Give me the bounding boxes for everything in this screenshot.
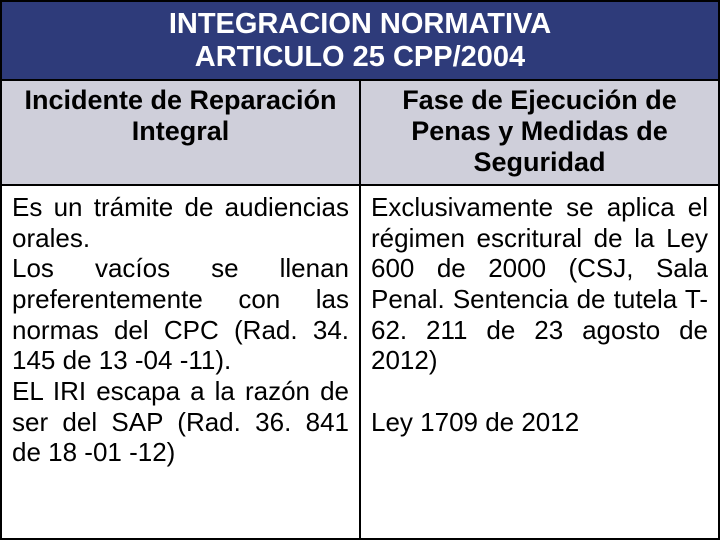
subheader-right-cell: Fase de Ejecución de Penas y Medidas de …	[361, 81, 718, 184]
header-line1: INTEGRACION NORMATIVA	[169, 8, 551, 40]
document-table: INTEGRACION NORMATIVA ARTICULO 25 CPP/20…	[0, 0, 720, 540]
subheader-right: Fase de Ejecución de Penas y Medidas de …	[369, 85, 710, 178]
body-left-cell: Es un trámite de audiencias orales. Los …	[2, 186, 361, 538]
body-right-cell: Exclusivamente se aplica el régimen escr…	[361, 186, 718, 538]
table-header: INTEGRACION NORMATIVA ARTICULO 25 CPP/20…	[2, 2, 718, 81]
subheader-left: Incidente de Reparación Integral	[10, 85, 351, 147]
body-right: Exclusivamente se aplica el régimen escr…	[371, 192, 708, 437]
body-row: Es un trámite de audiencias orales. Los …	[2, 186, 718, 538]
body-left: Es un trámite de audiencias orales. Los …	[12, 192, 349, 468]
subheader-row: Incidente de Reparación Integral Fase de…	[2, 81, 718, 186]
subheader-left-cell: Incidente de Reparación Integral	[2, 81, 361, 184]
header-line2: ARTICULO 25 CPP/2004	[195, 41, 525, 73]
header-title: INTEGRACION NORMATIVA ARTICULO 25 CPP/20…	[169, 8, 551, 75]
